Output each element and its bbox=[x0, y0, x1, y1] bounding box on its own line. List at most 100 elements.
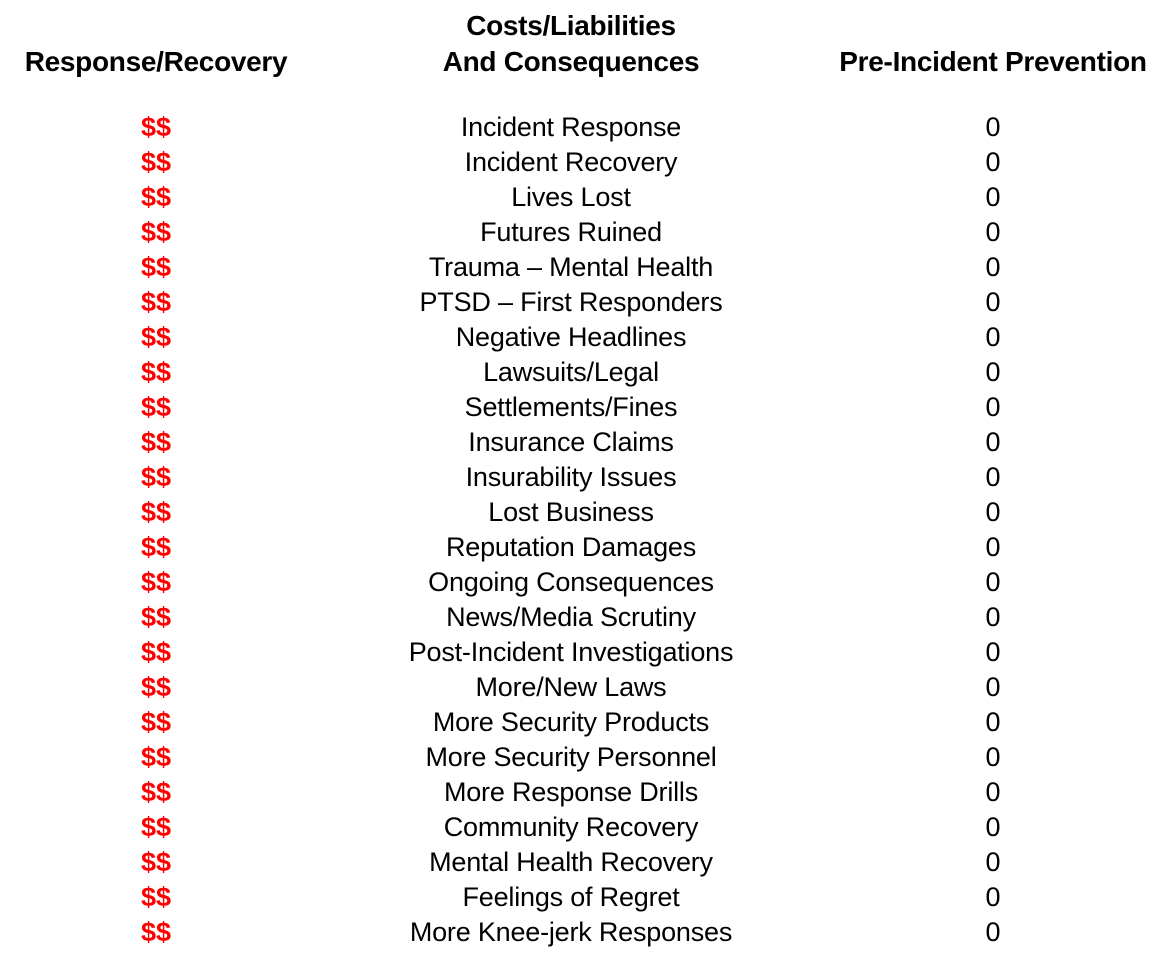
table-row: $$ Lost Business 0 bbox=[0, 495, 1156, 530]
cost-item-label: More/New Laws bbox=[475, 672, 667, 702]
table-row: $$ More Response Drills 0 bbox=[0, 775, 1156, 810]
cost-item-label: Incident Recovery bbox=[464, 147, 678, 177]
prevention-value: 0 bbox=[985, 392, 1001, 422]
table-row: $$ More Security Products 0 bbox=[0, 705, 1156, 740]
table-row: $$ Ongoing Consequences 0 bbox=[0, 565, 1156, 600]
table-row: $$ PTSD – First Responders 0 bbox=[0, 285, 1156, 320]
cost-item-label: PTSD – First Responders bbox=[419, 287, 723, 317]
cost-dollar-symbol: $$ bbox=[140, 602, 172, 632]
prevention-value: 0 bbox=[985, 462, 1001, 492]
cost-dollar-symbol: $$ bbox=[140, 532, 172, 562]
table-row: $$ Futures Ruined 0 bbox=[0, 215, 1156, 250]
cost-dollar-symbol: $$ bbox=[140, 567, 172, 597]
cost-dollar-symbol: $$ bbox=[140, 112, 172, 142]
cost-item-label: Feelings of Regret bbox=[462, 882, 680, 912]
column-header-costs-liabilities: Costs/Liabilities And Consequences bbox=[312, 8, 830, 80]
cost-dollar-symbol: $$ bbox=[140, 182, 172, 212]
table-row: $$ More/New Laws 0 bbox=[0, 670, 1156, 705]
cost-item-label: Community Recovery bbox=[443, 812, 699, 842]
cost-item-label: More Security Products bbox=[432, 707, 710, 737]
table-header: Response/Recovery Costs/Liabilities And … bbox=[0, 0, 1156, 80]
cost-dollar-symbol: $$ bbox=[140, 217, 172, 247]
table-row: $$ Post-Incident Investigations 0 bbox=[0, 635, 1156, 670]
table-row: $$ More Knee-jerk Responses 0 bbox=[0, 915, 1156, 950]
prevention-value: 0 bbox=[985, 567, 1001, 597]
cost-item-label: Reputation Damages bbox=[445, 532, 697, 562]
table-row: $$ Incident Response 0 bbox=[0, 110, 1156, 145]
cost-item-label: More Security Personnel bbox=[425, 742, 717, 772]
column-header-pre-incident-prevention: Pre-Incident Prevention bbox=[830, 8, 1156, 80]
cost-dollar-symbol: $$ bbox=[140, 777, 172, 807]
column-header-label: Pre-Incident Prevention bbox=[839, 46, 1147, 77]
table-row: $$ Insurance Claims 0 bbox=[0, 425, 1156, 460]
cost-dollar-symbol: $$ bbox=[140, 917, 172, 947]
cost-item-label: Insurability Issues bbox=[465, 462, 677, 492]
cost-item-label: Futures Ruined bbox=[480, 217, 662, 247]
cost-dollar-symbol: $$ bbox=[140, 742, 172, 772]
header-spacer bbox=[0, 8, 312, 44]
cost-item-label: Negative Headlines bbox=[455, 322, 687, 352]
table-row: $$ Trauma – Mental Health 0 bbox=[0, 250, 1156, 285]
cost-dollar-symbol: $$ bbox=[140, 147, 172, 177]
cost-item-label: Lawsuits/Legal bbox=[483, 357, 659, 387]
table-row: $$ Negative Headlines 0 bbox=[0, 320, 1156, 355]
prevention-value: 0 bbox=[985, 777, 1001, 807]
cost-item-label: More Response Drills bbox=[443, 777, 699, 807]
table-row: $$ Community Recovery 0 bbox=[0, 810, 1156, 845]
cost-dollar-symbol: $$ bbox=[140, 707, 172, 737]
cost-item-label: News/Media Scrutiny bbox=[446, 602, 696, 632]
prevention-value: 0 bbox=[985, 602, 1001, 632]
prevention-value: 0 bbox=[985, 357, 1001, 387]
cost-dollar-symbol: $$ bbox=[140, 322, 172, 352]
cost-dollar-symbol: $$ bbox=[140, 427, 172, 457]
prevention-value: 0 bbox=[985, 497, 1001, 527]
prevention-value: 0 bbox=[985, 882, 1001, 912]
prevention-value: 0 bbox=[985, 217, 1001, 247]
cost-item-label: Post-Incident Investigations bbox=[408, 637, 734, 667]
cost-dollar-symbol: $$ bbox=[140, 672, 172, 702]
cost-item-label: Ongoing Consequences bbox=[428, 567, 714, 597]
prevention-value: 0 bbox=[985, 672, 1001, 702]
column-header-label-line1: Costs/Liabilities bbox=[466, 10, 676, 41]
prevention-value: 0 bbox=[985, 637, 1001, 667]
prevention-value: 0 bbox=[985, 252, 1001, 282]
prevention-value: 0 bbox=[985, 182, 1001, 212]
cost-dollar-symbol: $$ bbox=[140, 392, 172, 422]
table-row: $$ Settlements/Fines 0 bbox=[0, 390, 1156, 425]
cost-item-label: Insurance Claims bbox=[468, 427, 674, 457]
prevention-value: 0 bbox=[985, 532, 1001, 562]
prevention-value: 0 bbox=[985, 742, 1001, 772]
cost-item-label: Settlements/Fines bbox=[464, 392, 678, 422]
column-header-label: Response/Recovery bbox=[24, 46, 288, 77]
cost-item-label: Lost Business bbox=[488, 497, 654, 527]
cost-item-label: Mental Health Recovery bbox=[429, 847, 713, 877]
cost-item-label: Lives Lost bbox=[511, 182, 631, 212]
table-row: $$ News/Media Scrutiny 0 bbox=[0, 600, 1156, 635]
prevention-value: 0 bbox=[985, 287, 1001, 317]
column-header-label-line2: And Consequences bbox=[442, 46, 700, 77]
cost-dollar-symbol: $$ bbox=[140, 637, 172, 667]
cost-item-label: Incident Response bbox=[460, 112, 682, 142]
header-spacer bbox=[830, 8, 1156, 44]
prevention-value: 0 bbox=[985, 427, 1001, 457]
table-row: $$ Reputation Damages 0 bbox=[0, 530, 1156, 565]
table-body: $$ Incident Response 0 $$ Incident Recov… bbox=[0, 110, 1156, 950]
prevention-value: 0 bbox=[985, 812, 1001, 842]
prevention-value: 0 bbox=[985, 707, 1001, 737]
prevention-value: 0 bbox=[985, 112, 1001, 142]
prevention-value: 0 bbox=[985, 847, 1001, 877]
cost-item-label: More Knee-jerk Responses bbox=[409, 917, 733, 947]
cost-dollar-symbol: $$ bbox=[140, 287, 172, 317]
table-row: $$ Incident Recovery 0 bbox=[0, 145, 1156, 180]
table-row: $$ Insurability Issues 0 bbox=[0, 460, 1156, 495]
cost-dollar-symbol: $$ bbox=[140, 847, 172, 877]
table-row: $$ Mental Health Recovery 0 bbox=[0, 845, 1156, 880]
cost-dollar-symbol: $$ bbox=[140, 462, 172, 492]
cost-dollar-symbol: $$ bbox=[140, 252, 172, 282]
cost-dollar-symbol: $$ bbox=[140, 497, 172, 527]
table-row: $$ More Security Personnel 0 bbox=[0, 740, 1156, 775]
cost-dollar-symbol: $$ bbox=[140, 357, 172, 387]
table-row: $$ Feelings of Regret 0 bbox=[0, 880, 1156, 915]
prevention-value: 0 bbox=[985, 917, 1001, 947]
